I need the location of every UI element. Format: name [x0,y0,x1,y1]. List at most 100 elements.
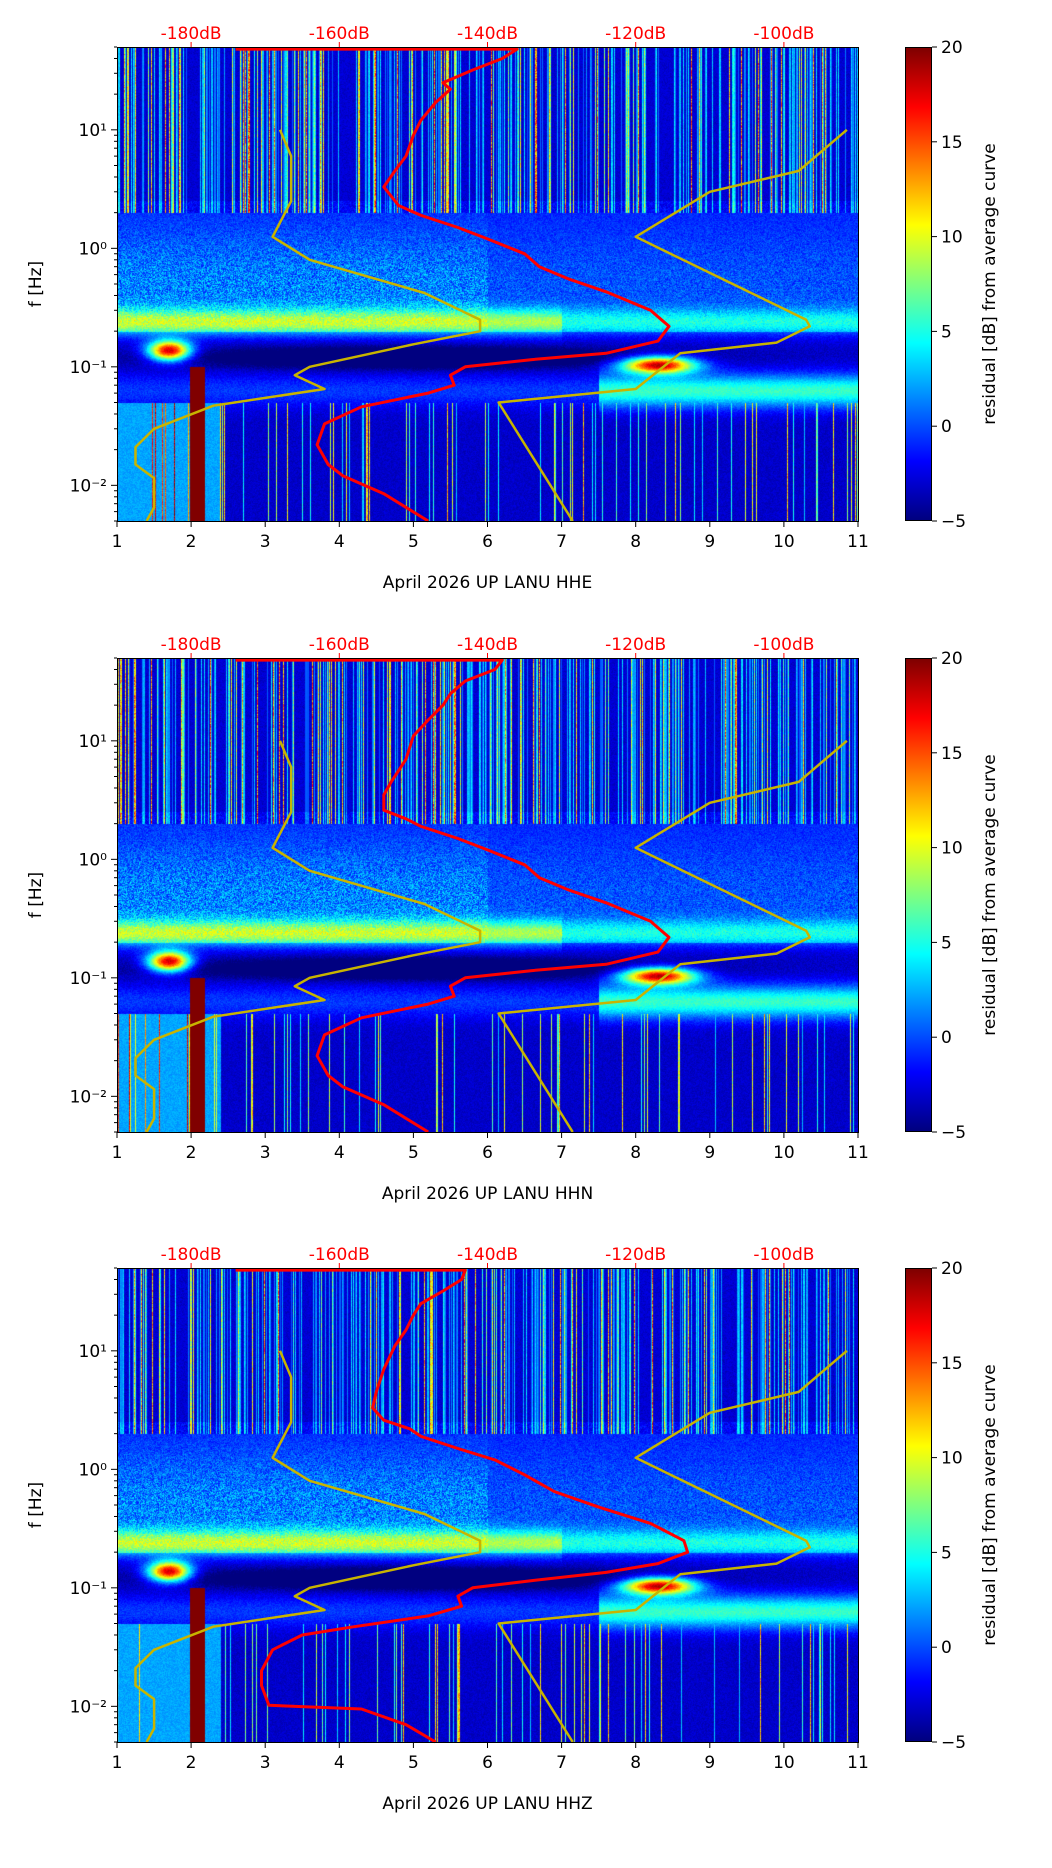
top-tick-label: -180dB [161,1245,222,1265]
x-tick-label: 6 [482,532,493,552]
colorbar-tick-label: 10 [941,228,963,248]
x-axis-label: April 2026 UP LANU HHE [382,573,593,593]
low-noise-model-curve [134,740,482,1133]
colorbar-tick-label: 0 [941,1638,952,1658]
top-tick-label: -100dB [753,24,814,44]
x-tick-label: 1 [112,532,123,552]
x-tick-label: 8 [630,532,641,552]
x-tick-label: 9 [704,532,715,552]
panel-hhe: 1 2 3 4 5 6 7 8 9 10 11 10⁻² 10⁻¹ 10⁰ 10¹ -180dB -160dB -… [0,24,1052,647]
high-noise-model-curve [497,739,848,1133]
top-tick-label: -100dB [753,1245,814,1265]
x-tick-label: 11 [847,1143,869,1163]
median-psd-curve [235,1268,690,1744]
colorbar [905,658,932,1132]
panel-hhz: 1 2 3 4 5 6 7 8 9 10 11 10⁻² 10⁻¹ 10⁰ 10¹ -180dB -160dB -… [0,1245,1052,1868]
top-tick-label: -180dB [161,635,222,655]
x-tick-label: 7 [556,532,567,552]
colorbar-tick-label: 10 [941,1449,963,1469]
x-tick-label: 8 [630,1143,641,1163]
y-tick-label: 10⁻² [70,1697,107,1717]
top-tick-label: -120dB [605,1245,666,1265]
colorbar-tick-label: 20 [941,38,963,58]
y-tick-label: 10⁻¹ [70,358,107,378]
y-tick-label: 10⁻² [70,476,107,496]
median-psd-curve [235,47,671,523]
x-tick-label: 11 [847,532,869,552]
colorbar-tick-label: 0 [941,417,952,437]
x-tick-label: 5 [408,1143,419,1163]
colorbar-tick-label: −5 [941,1123,966,1143]
y-tick-label: 10⁻¹ [70,969,107,989]
x-tick-label: 3 [260,1753,271,1773]
low-noise-model-curve [134,129,482,522]
x-tick-label: 10 [773,532,795,552]
plot-overlay: 1 2 3 4 5 6 7 8 9 10 11 10⁻² 10⁻¹ 10⁰ 10¹ -180dB -160dB -… [70,1245,869,1773]
colorbar-tick-label: 20 [941,1259,963,1279]
y-tick-label: 10⁰ [79,1460,108,1480]
top-tick-label: -140dB [457,635,518,655]
x-tick-label: 4 [334,1143,345,1163]
y-tick-label: 10¹ [79,732,107,752]
x-tick-label: 10 [773,1143,795,1163]
colorbar-tick-label: 0 [941,1028,952,1048]
plot-overlay: 1 2 3 4 5 6 7 8 9 10 11 10⁻² 10⁻¹ 10⁰ 10¹ -180dB -160dB -… [70,24,869,552]
y-tick-label: 10⁻¹ [70,1579,107,1599]
colorbar-tick-label: −5 [941,512,966,532]
y-tick-label: 10⁰ [79,850,108,870]
top-tick-label: -160dB [309,1245,370,1265]
x-tick-label: 10 [773,1753,795,1773]
high-noise-model-curve [497,1349,848,1743]
top-tick-label: -180dB [161,24,222,44]
x-axis-label: April 2026 UP LANU HHN [381,1184,594,1204]
colorbar-tick-label: 5 [941,933,952,953]
colorbar [905,47,932,521]
top-tick-label: -160dB [309,24,370,44]
top-tick-label: -120dB [605,24,666,44]
x-tick-label: 2 [186,1753,197,1773]
top-tick-label: -140dB [457,24,518,44]
y-axis-label: f [Hz] [26,260,46,308]
spectrogram-plot: 1 2 3 4 5 6 7 8 9 10 11 10⁻² 10⁻¹ 10⁰ 10¹ -180dB -160dB -… [70,635,869,1163]
x-tick-label: 9 [704,1753,715,1773]
colorbar-tick-label: 5 [941,322,952,342]
top-tick-label: -140dB [457,1245,518,1265]
median-psd-curve [235,658,671,1134]
x-tick-label: 5 [408,1753,419,1773]
x-tick-label: 11 [847,1753,869,1773]
x-tick-label: 6 [482,1753,493,1773]
panel-hhn: 1 2 3 4 5 6 7 8 9 10 11 10⁻² 10⁻¹ 10⁰ 10¹ -180dB -160dB -… [0,635,1052,1258]
colorbar-axis: −5 0 5 10 15 20 [932,649,966,1143]
top-tick-label: -100dB [753,635,814,655]
x-tick-label: 9 [704,1143,715,1163]
x-tick-label: 7 [556,1753,567,1773]
colorbar-tick-label: −5 [941,1733,966,1753]
colorbar [905,1268,932,1742]
x-tick-label: 2 [186,1143,197,1163]
y-tick-label: 10¹ [79,1342,107,1362]
colorbar-tick-label: 5 [941,1543,952,1563]
x-tick-label: 3 [260,1143,271,1163]
y-axis-label: f [Hz] [26,871,46,919]
x-tick-label: 6 [482,1143,493,1163]
colorbar-axis: −5 0 5 10 15 20 [932,1259,966,1753]
spectrogram-plot: 1 2 3 4 5 6 7 8 9 10 11 10⁻² 10⁻¹ 10⁰ 10¹ -180dB -160dB -… [70,1245,869,1773]
colorbar-axis: −5 0 5 10 15 20 [932,38,966,532]
x-tick-label: 5 [408,532,419,552]
colorbar-tick-label: 15 [941,1354,963,1374]
x-tick-label: 3 [260,532,271,552]
x-tick-label: 2 [186,532,197,552]
x-tick-label: 4 [334,1753,345,1773]
plot-overlay: 1 2 3 4 5 6 7 8 9 10 11 10⁻² 10⁻¹ 10⁰ 10¹ -180dB -160dB -… [70,635,869,1163]
y-tick-label: 10⁻² [70,1087,107,1107]
colorbar-tick-label: 20 [941,649,963,669]
x-tick-label: 1 [112,1753,123,1773]
top-tick-label: -120dB [605,635,666,655]
top-tick-label: -160dB [309,635,370,655]
x-tick-label: 4 [334,532,345,552]
x-tick-label: 8 [630,1753,641,1773]
y-tick-label: 10¹ [79,121,107,141]
x-tick-label: 7 [556,1143,567,1163]
y-tick-label: 10⁰ [79,239,108,259]
spectrogram-plot: 1 2 3 4 5 6 7 8 9 10 11 10⁻² 10⁻¹ 10⁰ 10¹ -180dB -160dB -… [70,24,869,552]
